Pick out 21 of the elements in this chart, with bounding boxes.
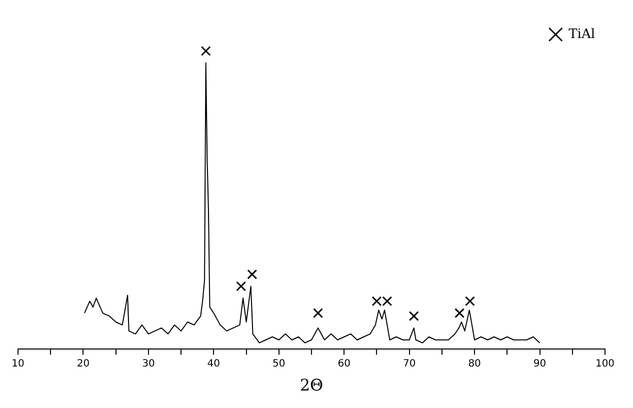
- point: [200, 46, 211, 56]
- x-axis-title: 2Θ: [300, 376, 324, 395]
- x-tick-label: 40: [207, 358, 220, 370]
- x-tick-label: 50: [272, 358, 286, 370]
- point: [382, 296, 392, 306]
- x-tick-label: 30: [142, 358, 155, 370]
- point: [247, 269, 258, 280]
- legend-label: TiAl: [568, 26, 595, 42]
- point: [465, 296, 475, 306]
- x-tick-label: 70: [402, 358, 416, 370]
- x-tick-label: 20: [76, 358, 90, 370]
- point: [313, 308, 324, 318]
- point: [408, 311, 419, 322]
- x-tick-label: 90: [533, 358, 546, 370]
- x-tick-label: 10: [12, 358, 24, 370]
- x-tick-label: 80: [468, 358, 481, 370]
- point: [372, 296, 382, 306]
- x-tick-label: 100: [595, 358, 615, 370]
- point: [236, 281, 246, 292]
- x-tick-label: 60: [338, 358, 350, 370]
- point: [454, 308, 465, 318]
